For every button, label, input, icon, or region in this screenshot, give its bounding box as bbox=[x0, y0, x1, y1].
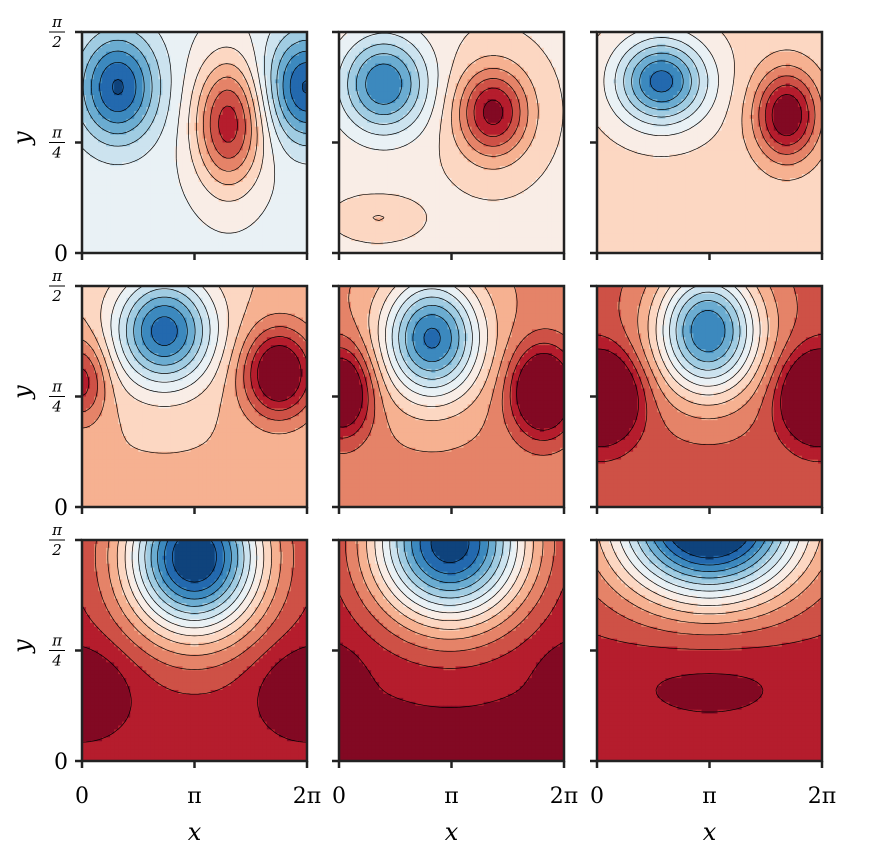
y-tick-label: 0 bbox=[54, 242, 68, 267]
contour-panel-1-0 bbox=[82, 286, 307, 507]
x-tick-label: 2π bbox=[293, 784, 321, 809]
y-tick-label: π2 bbox=[49, 267, 65, 305]
y-tick-label: π2 bbox=[49, 521, 65, 559]
y-axis-label: y bbox=[8, 639, 36, 654]
x-tick-label: 2π bbox=[550, 784, 578, 809]
contour-panel-2-0 bbox=[82, 540, 307, 761]
x-axis-label: x bbox=[703, 818, 717, 846]
y-tick-label: 0 bbox=[54, 750, 68, 775]
x-tick-label: 0 bbox=[332, 784, 346, 809]
contour-panel-2-1 bbox=[339, 540, 564, 761]
x-tick-label: π bbox=[702, 784, 716, 809]
svg-text:π: π bbox=[51, 13, 63, 31]
contour-panel-2-2 bbox=[597, 540, 822, 761]
contour-panel-1-2 bbox=[597, 286, 822, 507]
x-axis-label: x bbox=[445, 818, 459, 846]
svg-text:π: π bbox=[51, 124, 63, 142]
contour-panel-1-1 bbox=[339, 286, 564, 507]
contour-panel-0-2 bbox=[597, 32, 822, 253]
y-axis-label: y bbox=[8, 131, 36, 146]
y-tick-label: π4 bbox=[49, 378, 65, 416]
x-tick-label: 0 bbox=[590, 784, 604, 809]
y-tick-label: 0 bbox=[54, 496, 68, 521]
contour-panel-0-0 bbox=[82, 32, 307, 253]
x-tick-label: π bbox=[444, 784, 458, 809]
x-tick-label: π bbox=[187, 784, 201, 809]
y-tick-label: π4 bbox=[49, 124, 65, 162]
y-axis-label: y bbox=[8, 385, 36, 400]
svg-text:4: 4 bbox=[51, 144, 62, 162]
x-tick-label: 0 bbox=[75, 784, 89, 809]
contour-panel-0-1 bbox=[339, 32, 564, 253]
svg-text:2: 2 bbox=[51, 33, 62, 51]
y-tick-label: π2 bbox=[49, 13, 65, 51]
y-tick-label: π4 bbox=[49, 632, 65, 670]
x-axis-label: x bbox=[188, 818, 202, 846]
x-tick-label: 2π bbox=[808, 784, 836, 809]
